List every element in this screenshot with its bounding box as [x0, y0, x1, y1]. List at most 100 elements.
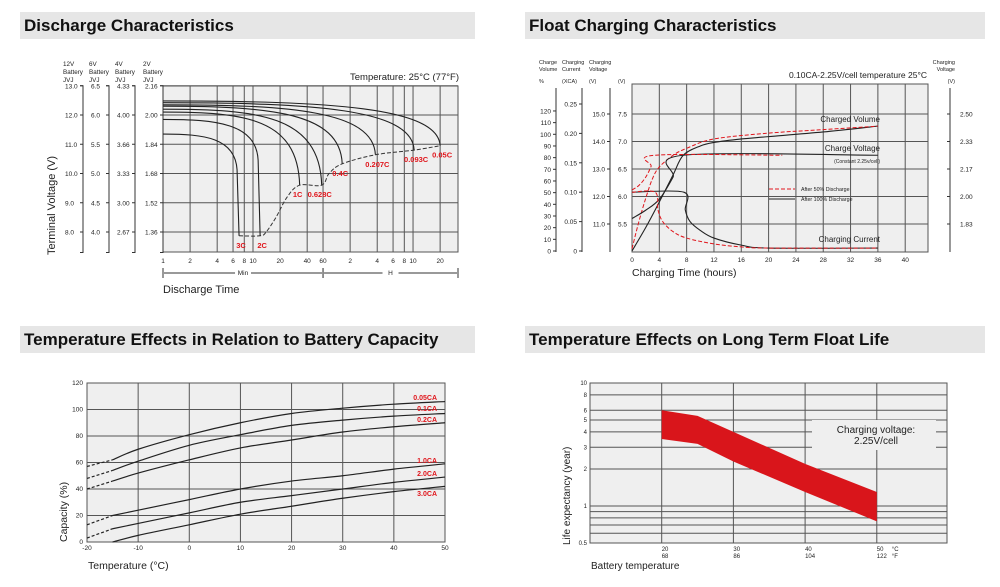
discharge-curve-label: 3C	[236, 241, 246, 250]
temperature-series-label: 0.1CA	[417, 406, 437, 413]
float-axis-header: %	[539, 79, 544, 85]
life-y-tick-label: 10	[580, 381, 587, 387]
temperature-y-tick-label: 60	[76, 460, 84, 467]
life-x-tick-fahrenheit: 104	[805, 554, 816, 560]
discharge-curve-label: 0.207C	[365, 160, 390, 169]
temperature-curve-dashed-0.1CA	[86, 469, 113, 479]
float-x-tick-label: 36	[874, 257, 882, 264]
float-y-tick-label: 6.0	[618, 194, 627, 201]
float-y-tick-label: 0.05	[564, 219, 577, 226]
float-x-tick-label: 0	[630, 257, 634, 264]
discharge-y-tick-label: 2.67	[117, 230, 130, 237]
discharge-y-tick-label: 4.0	[91, 230, 100, 237]
discharge-scale-header: JVJ	[143, 77, 154, 84]
discharge-x-tick-label: 4	[375, 258, 379, 265]
float-y-tick-label: 10	[544, 237, 552, 244]
float-axis-header: Volume	[539, 67, 557, 73]
temperature-title: Temperature Effects in Relation to Batte…	[20, 326, 475, 353]
discharge-range-label: H	[388, 270, 393, 277]
float-x-tick-label: 28	[820, 257, 828, 264]
discharge-x-tick-label: 2	[348, 258, 352, 265]
float-curve-charging_current_ca-50pct	[631, 190, 878, 249]
temperature-series-label: 0.2CA	[417, 417, 437, 424]
temperature-series-label: 3.0CA	[417, 491, 437, 498]
discharge-scale-header: 4V	[115, 61, 124, 68]
float-x-tick-label: 16	[738, 257, 746, 264]
life-x-tick-celsius: 40	[805, 547, 812, 553]
discharge-x-tick-label: 20	[437, 258, 445, 265]
discharge-curve-0.4C	[162, 105, 343, 164]
temperature-curve-dashed-0.2CA	[86, 480, 113, 490]
discharge-y-tick-label: 2.00	[145, 113, 158, 120]
life-x-tick-fahrenheit: 68	[662, 554, 669, 560]
life-expectancy-band	[661, 410, 877, 522]
float-y-tick-label: 5.5	[618, 222, 627, 229]
discharge-y-tick-label: 10.0	[65, 171, 78, 178]
discharge-scale-header: 2V	[143, 61, 152, 68]
temperature-curve-2.0CA	[112, 476, 446, 530]
temperature-x-tick-label: 40	[390, 545, 398, 552]
float-y-tick-label: 40	[544, 202, 552, 209]
discharge-y-tick-label: 6.5	[91, 83, 100, 90]
discharge-scale-bracket	[132, 85, 136, 253]
float-axis-header: (V)	[948, 79, 956, 85]
discharge-x-tick-label: 10	[409, 258, 417, 265]
discharge-x-tick-label: 1	[161, 258, 165, 265]
float-legend-label: After 50% Discharge	[801, 187, 850, 193]
float-x-tick-label: 8	[685, 257, 689, 264]
discharge-scale-header: Battery	[89, 69, 110, 76]
float-y-tick-label: 70	[544, 167, 552, 174]
float-annotation: 0.10CA-2.25V/cell temperature 25°C	[789, 70, 927, 80]
discharge-annotation: Temperature: 25°C (77°F)	[350, 72, 459, 83]
discharge-x-tick-label: 2	[188, 258, 192, 265]
float-y-tick-label: 0.25	[564, 102, 577, 109]
discharge-scale-header: Battery	[143, 69, 164, 76]
discharge-scale-header: Battery	[115, 69, 136, 76]
discharge-curve-label: 0.628C	[308, 190, 333, 199]
float-y-tick-label: 14.0	[592, 139, 605, 146]
float-y-tick-label: 100	[540, 132, 551, 139]
temperature-series-label: 0.05CA	[413, 395, 437, 402]
life-y-tick-label: 6	[584, 408, 588, 414]
discharge-x-axis-title: Discharge Time	[163, 284, 239, 296]
float-y-tick-label: 2.17	[960, 167, 973, 174]
float-curve-charging_current_ca-100pct	[631, 190, 878, 249]
discharge-cutoff-line	[239, 145, 441, 237]
temperature-x-tick-label: -10	[133, 545, 143, 552]
discharge-curve-label: 0.05C	[432, 151, 453, 160]
float-y-tick-label: 13.0	[592, 167, 605, 174]
float-y-tick-label: 2.00	[960, 194, 973, 201]
discharge-range-label: Min	[238, 270, 249, 277]
discharge-y-tick-label: 4.00	[117, 113, 130, 120]
life-x-tick-fahrenheit: 86	[733, 554, 740, 560]
discharge-y-tick-label: 6.0	[91, 113, 100, 120]
float-axis-header: Charge	[539, 60, 557, 66]
float-label-charged-volume: Charged Volume	[820, 115, 880, 124]
temperature-series-label: 1.0CA	[417, 458, 437, 465]
life-annotation-bg	[812, 420, 936, 450]
float-y-tick-label: 15.0	[592, 112, 605, 119]
discharge-x-tick-label: 40	[304, 258, 312, 265]
discharge-x-tick-label: 60	[319, 258, 327, 265]
discharge-scale-bracket	[160, 85, 164, 253]
float-y-tick-label: 11.0	[593, 222, 606, 229]
float-x-tick-label: 32	[847, 257, 855, 264]
float-x-tick-label: 12	[710, 257, 718, 264]
temperature-y-tick-label: 100	[72, 407, 83, 414]
life-y-axis-title: Life expectancy (year)	[562, 447, 573, 545]
temperature-series-label: 2.0CA	[417, 471, 437, 478]
discharge-curve-0.207C	[162, 104, 376, 155]
float-y-tick-label: 20	[544, 225, 552, 232]
float-y-tick-label: 30	[544, 213, 552, 220]
discharge-x-tick-label: 10	[249, 258, 257, 265]
discharge-x-tick-label: 8	[402, 258, 406, 265]
float-label-charging-current: Charging Current	[819, 235, 881, 244]
float-label-charge-voltage: Charge Voltage	[825, 144, 881, 153]
float-y-tick-label: 2.50	[960, 112, 973, 119]
float-axis-header: (XCA)	[562, 79, 577, 85]
float-axis-header: Voltage	[589, 67, 607, 73]
float-curve-charge_voltage_6v-100pct	[631, 153, 878, 219]
float-y-tick-label: 0.20	[564, 131, 577, 138]
discharge-y-tick-label: 1.52	[145, 200, 158, 207]
temperature-y-tick-label: 80	[76, 433, 84, 440]
